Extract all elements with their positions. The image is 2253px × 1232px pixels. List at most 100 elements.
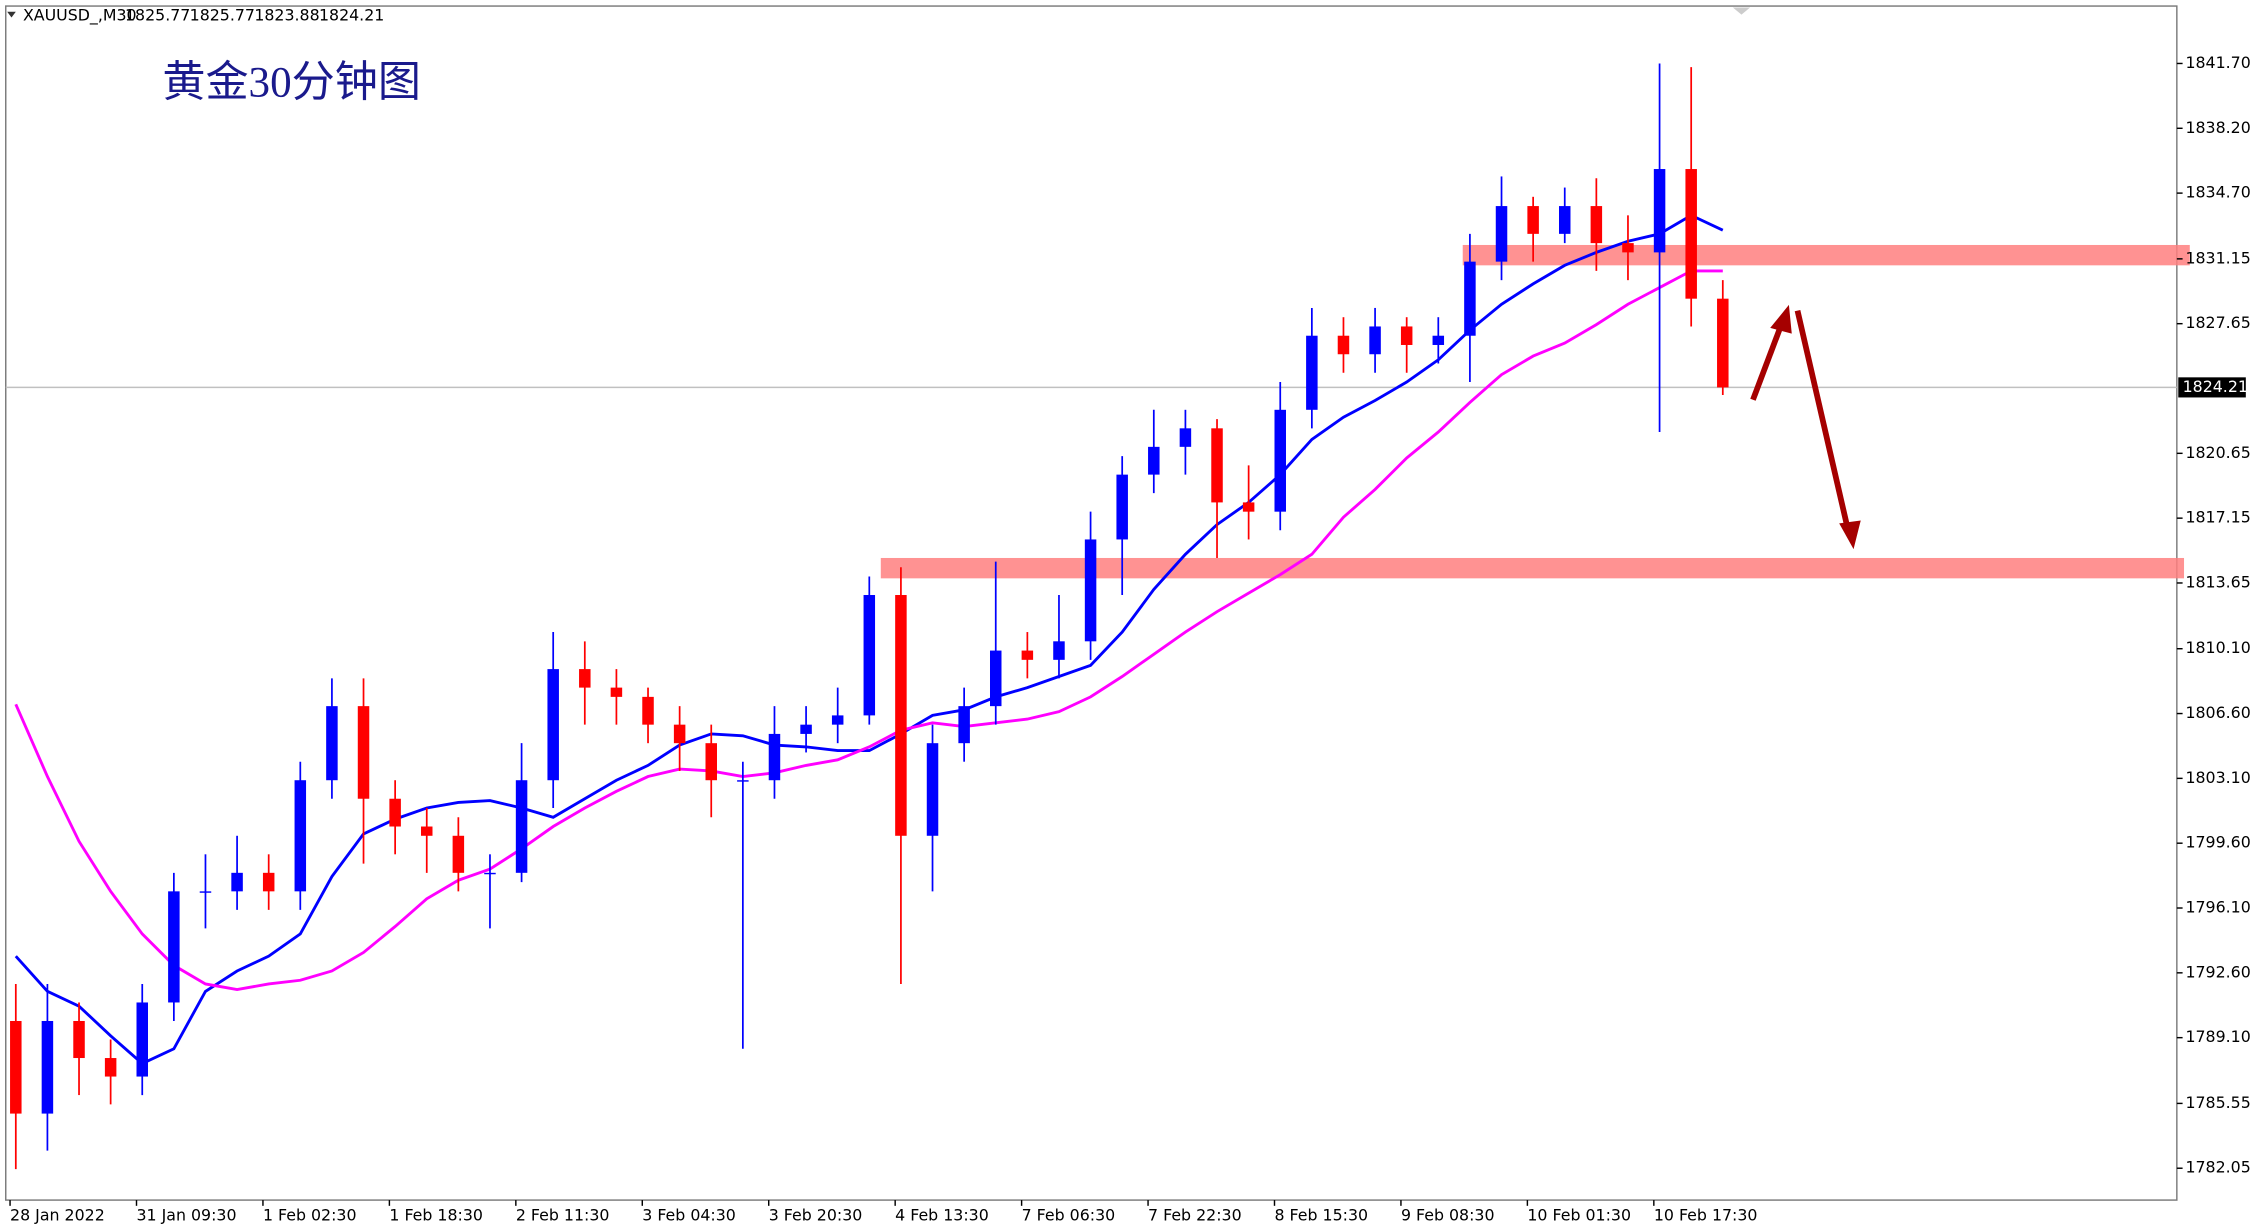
y-tick-label: 1803.10 — [2185, 768, 2250, 787]
arrow-head — [1839, 520, 1861, 550]
candle-body — [10, 1020, 22, 1114]
x-tick-label: 4 Feb 13:30 — [895, 1205, 989, 1224]
candle-body — [705, 743, 717, 781]
candle-body — [1495, 206, 1508, 262]
candle-body — [1717, 298, 1729, 388]
candle-body — [1116, 474, 1128, 540]
candle-body — [199, 891, 212, 893]
zones — [880, 244, 2190, 579]
candle-body — [326, 706, 338, 781]
y-tick-label: 1785.55 — [2185, 1093, 2250, 1112]
x-tick-label: 7 Feb 06:30 — [1022, 1205, 1116, 1224]
scroll-marker — [1732, 7, 1751, 15]
y-tick-label: 1792.60 — [2185, 962, 2250, 981]
candle-body — [1337, 335, 1350, 355]
annotation-arrows — [1750, 304, 1861, 550]
x-tick-label: 1 Feb 18:30 — [389, 1205, 483, 1224]
y-tick-label: 1841.70 — [2185, 53, 2250, 72]
candle-body — [1527, 206, 1539, 234]
y-tick-label: 1813.65 — [2185, 572, 2250, 591]
candle-body — [926, 743, 939, 836]
x-tick-label: 31 Jan 09:30 — [137, 1205, 237, 1224]
price-zone — [1462, 244, 2190, 266]
x-tick-label: 8 Feb 15:30 — [1274, 1205, 1368, 1224]
last-price-label: 1824.21 — [2183, 377, 2248, 396]
candle-body — [1084, 539, 1097, 642]
candle-body — [737, 780, 749, 782]
candle-body — [294, 780, 307, 892]
candles — [10, 63, 1729, 1170]
candle-body — [1653, 169, 1666, 253]
candle-body — [1464, 261, 1476, 336]
candle-body — [389, 798, 401, 827]
candle-body — [484, 872, 496, 875]
chart-title: 黄金30分钟图 — [162, 58, 421, 106]
candle-body — [1622, 243, 1634, 253]
header-price: 1825.77 — [190, 6, 255, 25]
y-tick-label: 1817.15 — [2185, 508, 2250, 527]
candle-body — [1685, 169, 1697, 299]
plot-frame — [5, 5, 2178, 1201]
candle-body — [1432, 335, 1445, 345]
header-price: 1824.21 — [319, 6, 384, 25]
y-tick-label: 1782.05 — [2185, 1158, 2250, 1177]
candle-body — [610, 687, 623, 697]
moving-average — [14, 269, 1723, 991]
y-tick-label: 1838.20 — [2185, 118, 2250, 137]
axes: 1841.70 1838.20 1834.70 1831.15 1827.65 1820.… — [5, 53, 2251, 1224]
last-price-box — [2178, 377, 2246, 398]
y-tick-label: 1827.65 — [2185, 313, 2250, 332]
candle-body — [768, 733, 781, 781]
candle-body — [168, 891, 180, 1003]
x-tick-label: 2 Feb 11:30 — [516, 1205, 610, 1224]
x-tick-label: 9 Feb 08:30 — [1401, 1205, 1495, 1224]
candle-body — [136, 1002, 148, 1077]
candle-body — [1590, 206, 1603, 244]
symbol: XAUUSD_,M30 — [23, 6, 137, 26]
candle-body — [41, 1020, 54, 1114]
y-tick-label: 1806.60 — [2185, 703, 2250, 722]
candle-body — [800, 724, 812, 734]
candle-body — [547, 669, 559, 781]
candle-body — [104, 1058, 117, 1077]
candle-body — [262, 872, 275, 892]
x-tick-label: 3 Feb 04:30 — [642, 1205, 736, 1224]
x-tick-label: 7 Feb 22:30 — [1148, 1205, 1242, 1224]
candle-body — [989, 650, 1002, 707]
header-price: 1825.77 — [125, 6, 190, 25]
header-price: 1823.88 — [254, 6, 319, 25]
candle-body — [831, 715, 844, 725]
x-tick-label: 28 Jan 2022 — [10, 1205, 105, 1224]
candle-body — [1369, 326, 1381, 355]
y-tick-label: 1810.10 — [2185, 638, 2250, 657]
arrow-down — [1794, 310, 1851, 530]
candle-body — [421, 826, 433, 836]
candle-body — [1021, 650, 1034, 660]
candle-body — [1558, 206, 1571, 234]
y-tick-label: 1831.15 — [2185, 248, 2250, 267]
menu-icon[interactable] — [7, 11, 16, 18]
x-tick-label: 3 Feb 20:30 — [769, 1205, 863, 1224]
candle-body — [642, 696, 654, 725]
y-tick-label: 1820.65 — [2185, 443, 2250, 462]
candle-body — [1274, 409, 1286, 512]
candle-body — [1306, 335, 1318, 410]
candle-body — [958, 706, 970, 744]
candle-body — [1242, 502, 1255, 512]
price-zone — [880, 557, 2185, 579]
candle-body — [1179, 428, 1192, 447]
candle-body — [863, 595, 876, 716]
candle-body — [673, 724, 686, 744]
candle-body — [1400, 326, 1413, 345]
candle-body — [579, 669, 591, 688]
candle-body — [895, 595, 907, 836]
y-tick-label: 1789.10 — [2185, 1027, 2250, 1046]
candle-body — [1211, 428, 1223, 503]
y-tick-label: 1796.10 — [2185, 898, 2250, 917]
x-tick-label: 1 Feb 02:30 — [263, 1205, 357, 1224]
arrow-head — [1770, 304, 1792, 334]
y-tick-label: 1799.60 — [2185, 833, 2250, 852]
candle-body — [1148, 446, 1160, 475]
